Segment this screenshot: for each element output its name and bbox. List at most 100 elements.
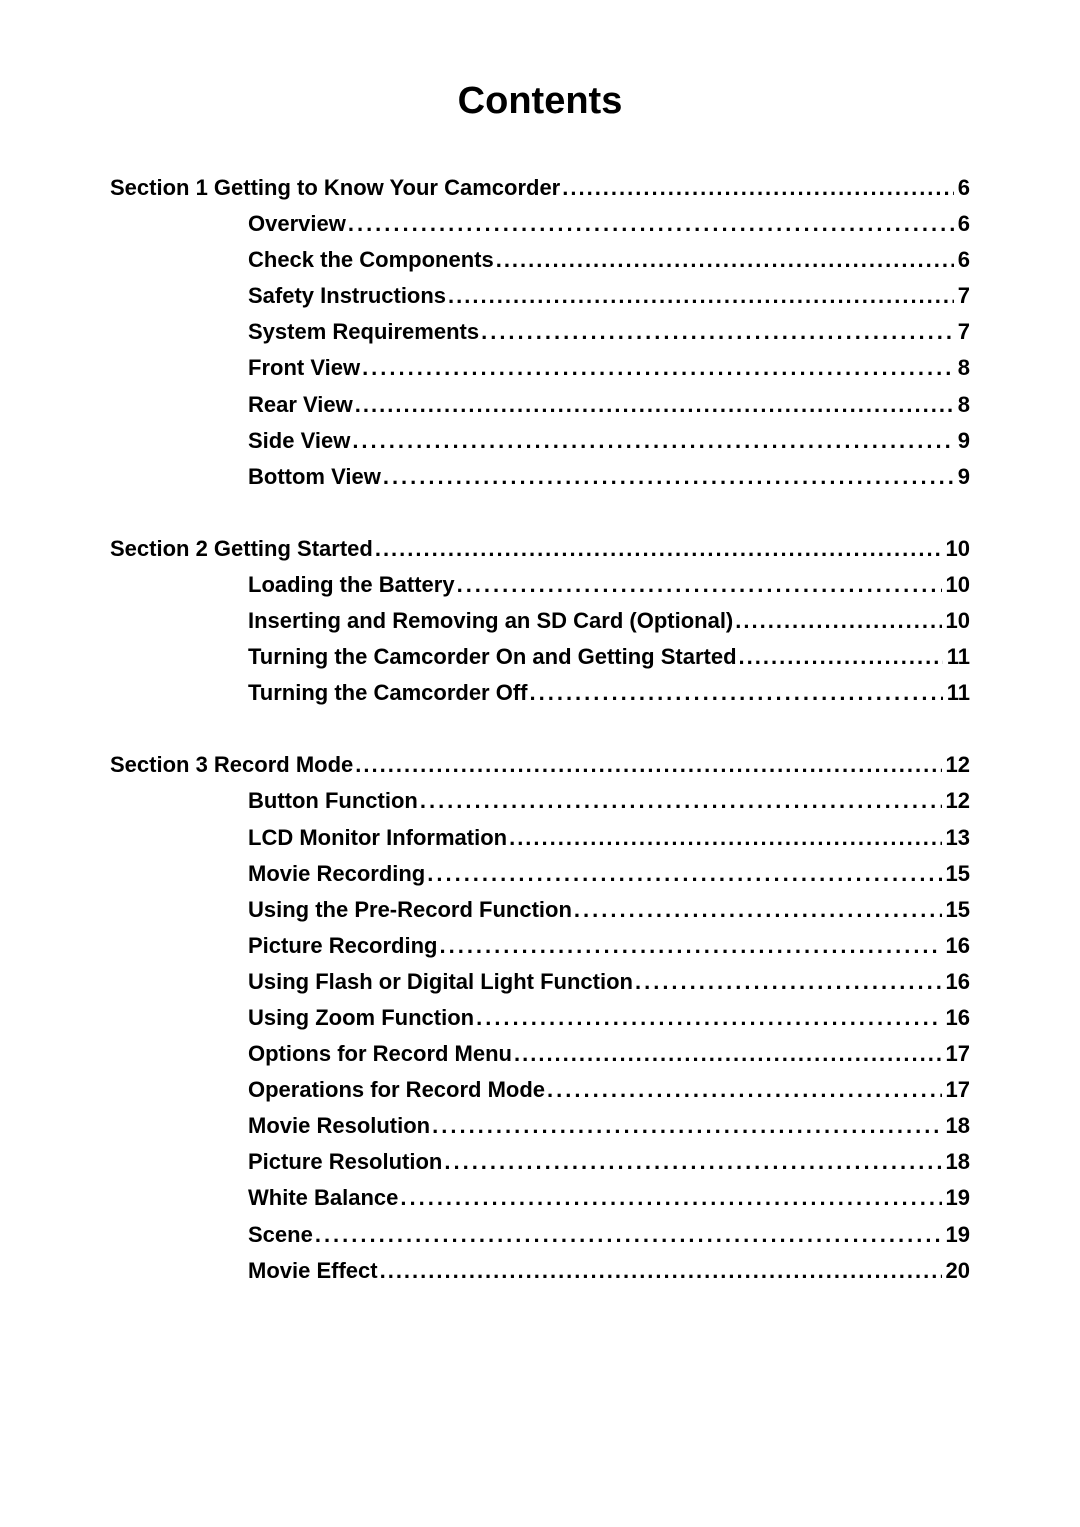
entry-page: 16 bbox=[946, 965, 970, 999]
entry-label: Rear View bbox=[248, 388, 353, 422]
section-1-title: Section 1 Getting to Know Your Camcorder bbox=[110, 171, 560, 205]
entry-label: Turning the Camcorder On and Getting Sta… bbox=[248, 640, 737, 674]
entry-page: 6 bbox=[958, 207, 970, 241]
toc-entry: System Requirements 7 bbox=[110, 315, 970, 349]
leader-dots bbox=[432, 1109, 941, 1143]
toc-entry: Movie Effect 20 bbox=[110, 1254, 970, 1288]
section-1-header: Section 1 Getting to Know Your Camcorder… bbox=[110, 171, 970, 205]
leader-dots bbox=[315, 1218, 942, 1252]
toc-entry: Operations for Record Mode 17 bbox=[110, 1073, 970, 1107]
leader-dots bbox=[530, 676, 943, 710]
toc-entry: Loading the Battery 10 bbox=[110, 568, 970, 602]
leader-dots bbox=[400, 1181, 941, 1215]
entry-page: 10 bbox=[946, 568, 970, 602]
leader-dots bbox=[635, 965, 942, 999]
section-3-page: 12 bbox=[946, 748, 970, 782]
section-1-page: 6 bbox=[958, 171, 970, 205]
entry-label: Overview bbox=[248, 207, 346, 241]
leader-dots bbox=[735, 604, 941, 638]
entry-label: LCD Monitor Information bbox=[248, 821, 507, 855]
toc-entry: Front View 8 bbox=[110, 351, 970, 385]
entry-page: 9 bbox=[958, 460, 970, 494]
entry-label: Loading the Battery bbox=[248, 568, 455, 602]
entry-page: 7 bbox=[958, 279, 970, 313]
entry-label: Turning the Camcorder Off bbox=[248, 676, 528, 710]
section-3-title: Section 3 Record Mode bbox=[110, 748, 353, 782]
entry-label: Check the Components bbox=[248, 243, 494, 277]
entry-label: Safety Instructions bbox=[248, 279, 446, 313]
leader-dots bbox=[439, 929, 941, 963]
entry-page: 12 bbox=[946, 784, 970, 818]
leader-dots bbox=[509, 821, 941, 855]
entry-page: 9 bbox=[958, 424, 970, 458]
toc-entry: Movie Resolution 18 bbox=[110, 1109, 970, 1143]
toc-entry: Side View 9 bbox=[110, 424, 970, 458]
toc-entry: Using Flash or Digital Light Function 16 bbox=[110, 965, 970, 999]
entry-label: Using Flash or Digital Light Function bbox=[248, 965, 633, 999]
entry-label: Side View bbox=[248, 424, 350, 458]
entry-label: Using the Pre-Record Function bbox=[248, 893, 572, 927]
leader-dots bbox=[496, 243, 954, 277]
leader-dots bbox=[427, 857, 941, 891]
entry-label: White Balance bbox=[248, 1181, 398, 1215]
entry-page: 17 bbox=[946, 1037, 970, 1071]
entry-page: 18 bbox=[946, 1109, 970, 1143]
leader-dots bbox=[355, 388, 954, 422]
entry-page: 8 bbox=[958, 388, 970, 422]
entry-page: 13 bbox=[946, 821, 970, 855]
entry-label: Movie Resolution bbox=[248, 1109, 430, 1143]
entry-label: System Requirements bbox=[248, 315, 479, 349]
entry-label: Picture Recording bbox=[248, 929, 437, 963]
leader-dots bbox=[355, 748, 941, 782]
leader-dots bbox=[348, 207, 954, 241]
toc-entry: Check the Components 6 bbox=[110, 243, 970, 277]
entry-page: 16 bbox=[946, 1001, 970, 1035]
leader-dots bbox=[514, 1037, 942, 1071]
leader-dots bbox=[481, 315, 954, 349]
entry-label: Scene bbox=[248, 1218, 313, 1252]
toc-entry: Turning the Camcorder On and Getting Sta… bbox=[110, 640, 970, 674]
leader-dots bbox=[547, 1073, 941, 1107]
toc-entry: Inserting and Removing an SD Card (Optio… bbox=[110, 604, 970, 638]
toc-entry: Picture Recording 16 bbox=[110, 929, 970, 963]
entry-label: Movie Recording bbox=[248, 857, 425, 891]
section-2-title: Section 2 Getting Started bbox=[110, 532, 373, 566]
entry-page: 19 bbox=[946, 1181, 970, 1215]
entry-label: Options for Record Menu bbox=[248, 1037, 512, 1071]
leader-dots bbox=[448, 279, 954, 313]
entry-label: Using Zoom Function bbox=[248, 1001, 474, 1035]
entry-label: Button Function bbox=[248, 784, 418, 818]
entry-label: Picture Resolution bbox=[248, 1145, 442, 1179]
entry-page: 15 bbox=[946, 857, 970, 891]
leader-dots bbox=[352, 424, 953, 458]
toc-entry: Picture Resolution 18 bbox=[110, 1145, 970, 1179]
entry-page: 7 bbox=[958, 315, 970, 349]
section-3-header: Section 3 Record Mode 12 bbox=[110, 748, 970, 782]
entry-label: Movie Effect bbox=[248, 1254, 378, 1288]
section-2-header: Section 2 Getting Started 10 bbox=[110, 532, 970, 566]
toc-entry: White Balance 19 bbox=[110, 1181, 970, 1215]
leader-dots bbox=[562, 171, 954, 205]
leader-dots bbox=[383, 460, 954, 494]
entry-page: 18 bbox=[946, 1145, 970, 1179]
toc-entry: LCD Monitor Information 13 bbox=[110, 821, 970, 855]
page-title: Contents bbox=[110, 80, 970, 123]
toc-entry: Safety Instructions 7 bbox=[110, 279, 970, 313]
section-1: Section 1 Getting to Know Your Camcorder… bbox=[110, 171, 970, 494]
entry-page: 20 bbox=[946, 1254, 970, 1288]
toc-entry: Using Zoom Function 16 bbox=[110, 1001, 970, 1035]
leader-dots bbox=[457, 568, 942, 602]
toc-entry: Options for Record Menu 17 bbox=[110, 1037, 970, 1071]
entry-page: 19 bbox=[946, 1218, 970, 1252]
leader-dots bbox=[444, 1145, 941, 1179]
entry-page: 10 bbox=[946, 604, 970, 638]
leader-dots bbox=[476, 1001, 941, 1035]
section-2: Section 2 Getting Started 10 Loading the… bbox=[110, 532, 970, 710]
toc-entry: Turning the Camcorder Off 11 bbox=[110, 676, 970, 710]
entry-label: Bottom View bbox=[248, 460, 381, 494]
section-3: Section 3 Record Mode 12 Button Function… bbox=[110, 748, 970, 1287]
leader-dots bbox=[362, 351, 954, 385]
entry-page: 16 bbox=[946, 929, 970, 963]
entry-page: 11 bbox=[947, 640, 970, 674]
leader-dots bbox=[375, 532, 942, 566]
